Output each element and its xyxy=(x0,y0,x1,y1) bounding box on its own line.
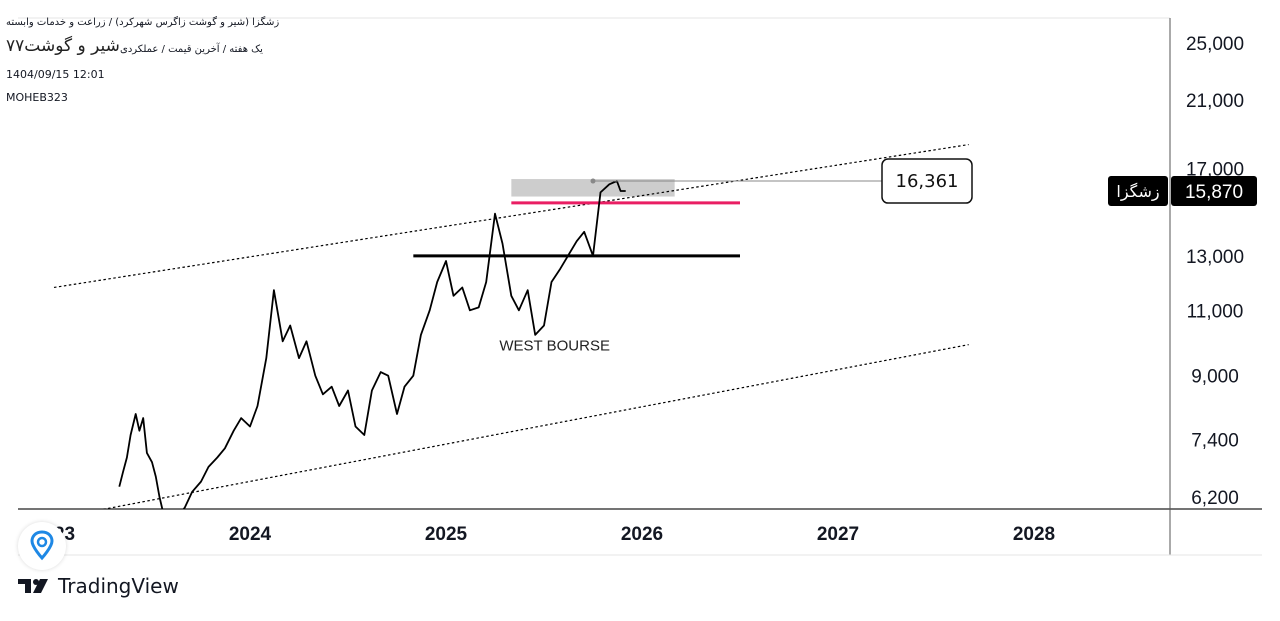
author-name: MOHEB323 xyxy=(6,91,68,104)
y-tick-label: 13,000 xyxy=(1186,247,1244,268)
symbol-header: زشگزا (شیر و گوشت زاگرس شهرکرد) / زراعت … xyxy=(6,17,280,28)
tradingview-logo-icon xyxy=(18,579,48,593)
x-tick-label: 2026 xyxy=(621,524,663,545)
symbol-tag-label: زشگزا xyxy=(1116,182,1159,202)
x-tick-label: 2025 xyxy=(425,524,468,545)
highlight-box[interactable] xyxy=(511,179,675,197)
y-tick-label: 7,400 xyxy=(1191,430,1239,451)
channel-lower-line[interactable] xyxy=(54,344,969,519)
last-price-tag[interactable] xyxy=(1171,175,1257,206)
y-tick-label: 9,000 xyxy=(1191,367,1239,388)
tradingview-logo[interactable]: TradingView xyxy=(18,574,179,598)
annotation-west-bourse: WEST BOURSE xyxy=(499,338,610,355)
callout-box[interactable] xyxy=(881,158,973,204)
location-pin-icon xyxy=(30,530,54,561)
symbol-name: ۷۷شیر و گوشت xyxy=(6,36,120,56)
price-series-line[interactable] xyxy=(118,180,626,530)
x-tick-label: 2027 xyxy=(817,524,859,545)
channel-upper-line[interactable] xyxy=(53,143,969,289)
y-tick-label: 6,200 xyxy=(1191,488,1239,509)
chart-settings-label: یک هفته / آخرین قیمت / عملکردی xyxy=(120,44,263,55)
y-tick-label: 25,000 xyxy=(1186,34,1244,55)
y-tick-label: 17,000 xyxy=(1186,160,1244,181)
x-tick-label: 2024 xyxy=(229,524,272,545)
snapshot-date: 1404/09/15 12:01 xyxy=(6,68,105,81)
last-price-label: 15,870 xyxy=(1185,182,1243,203)
location-badge[interactable] xyxy=(18,522,66,570)
y-tick-label: 11,000 xyxy=(1187,301,1244,322)
x-tick-label: 2028 xyxy=(1013,524,1055,545)
callout-label: 16,361 xyxy=(896,171,959,192)
symbol-tag[interactable] xyxy=(1108,175,1168,206)
tradingview-logo-text: TradingView xyxy=(58,574,179,598)
y-tick-label: 21,000 xyxy=(1186,91,1244,112)
